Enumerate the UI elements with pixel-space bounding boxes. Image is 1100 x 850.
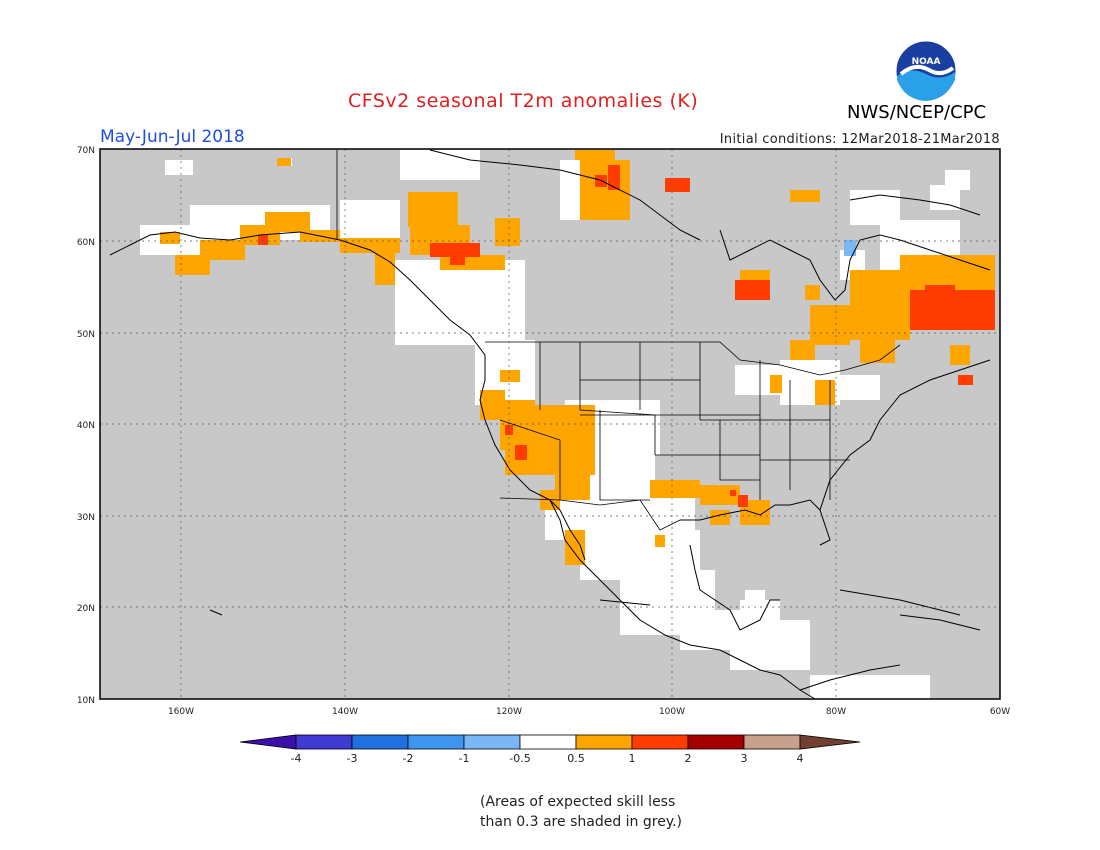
warm-1-to-2-regions	[258, 165, 995, 507]
graticule	[100, 149, 1000, 699]
lat-label: 30N	[77, 513, 95, 523]
colorbar-label: -1	[459, 752, 470, 765]
lon-label: 100W	[659, 707, 685, 717]
borders	[336, 150, 901, 531]
colorbar-bin	[743, 734, 801, 750]
skill-note: (Areas of expected skill less than 0.3 a…	[480, 792, 682, 832]
colorbar-bin	[463, 734, 521, 750]
lat-label: 50N	[77, 330, 95, 340]
lon-label: 120W	[496, 707, 522, 717]
colorbar-min-arrow	[239, 734, 297, 750]
colorbar-label: -0.5	[509, 752, 530, 765]
colorbar-label: -3	[347, 752, 358, 765]
season-label: May-Jun-Jul 2018	[100, 127, 245, 147]
colorbar-label: 3	[741, 752, 748, 765]
lon-label: 80W	[826, 707, 846, 717]
latitude-labels: 70N 60N 50N 40N 30N 20N 10N	[77, 146, 95, 706]
colorbar-label: -2	[403, 752, 414, 765]
initial-conditions-label: Initial conditions: 12Mar2018-21Mar2018	[719, 132, 1000, 147]
lat-label: 60N	[77, 238, 95, 248]
colorbar-label: 1	[629, 752, 636, 765]
colorbar-bin	[407, 734, 465, 750]
colorbar-bin	[575, 734, 633, 750]
chart-title: CFSv2 seasonal T2m anomalies (K)	[348, 90, 699, 112]
colorbar-max-arrow	[799, 734, 861, 750]
lon-label: 60W	[990, 707, 1010, 717]
colorbar-label: 0.5	[567, 752, 585, 765]
noaa-logo-icon: NOAA	[895, 40, 957, 102]
colorbar-bin	[351, 734, 409, 750]
skill-note-line: than 0.3 are shaded in grey.)	[480, 814, 683, 830]
map-frame	[99, 148, 1001, 700]
colorbar-bin	[687, 734, 745, 750]
colorbar-label: 2	[685, 752, 692, 765]
lat-label: 10N	[77, 696, 95, 706]
colorbar-label: 4	[797, 752, 804, 765]
lat-label: 40N	[77, 421, 95, 431]
coastlines	[109, 149, 991, 700]
longitude-labels: 160W 140W 120W 100W 80W 60W	[168, 707, 1010, 717]
lon-label: 140W	[332, 707, 358, 717]
warm-0-5-to-1-regions	[160, 150, 995, 565]
colorbar-bin	[631, 734, 689, 750]
colorbar-label: -4	[291, 752, 302, 765]
colorbar: -4 -3 -2 -1 -0.5 0.5 1 2 3 4	[239, 734, 861, 765]
lat-label: 20N	[77, 604, 95, 614]
agency-label: NWS/NCEP/CPC	[847, 102, 987, 123]
cool-region	[844, 240, 856, 256]
logo-text: NOAA	[912, 57, 941, 67]
lat-label: 70N	[77, 146, 95, 156]
colorbar-bin	[295, 734, 353, 750]
skill-note-line: (Areas of expected skill less	[480, 794, 676, 810]
colorbar-bin	[519, 734, 577, 750]
lon-label: 160W	[168, 707, 194, 717]
